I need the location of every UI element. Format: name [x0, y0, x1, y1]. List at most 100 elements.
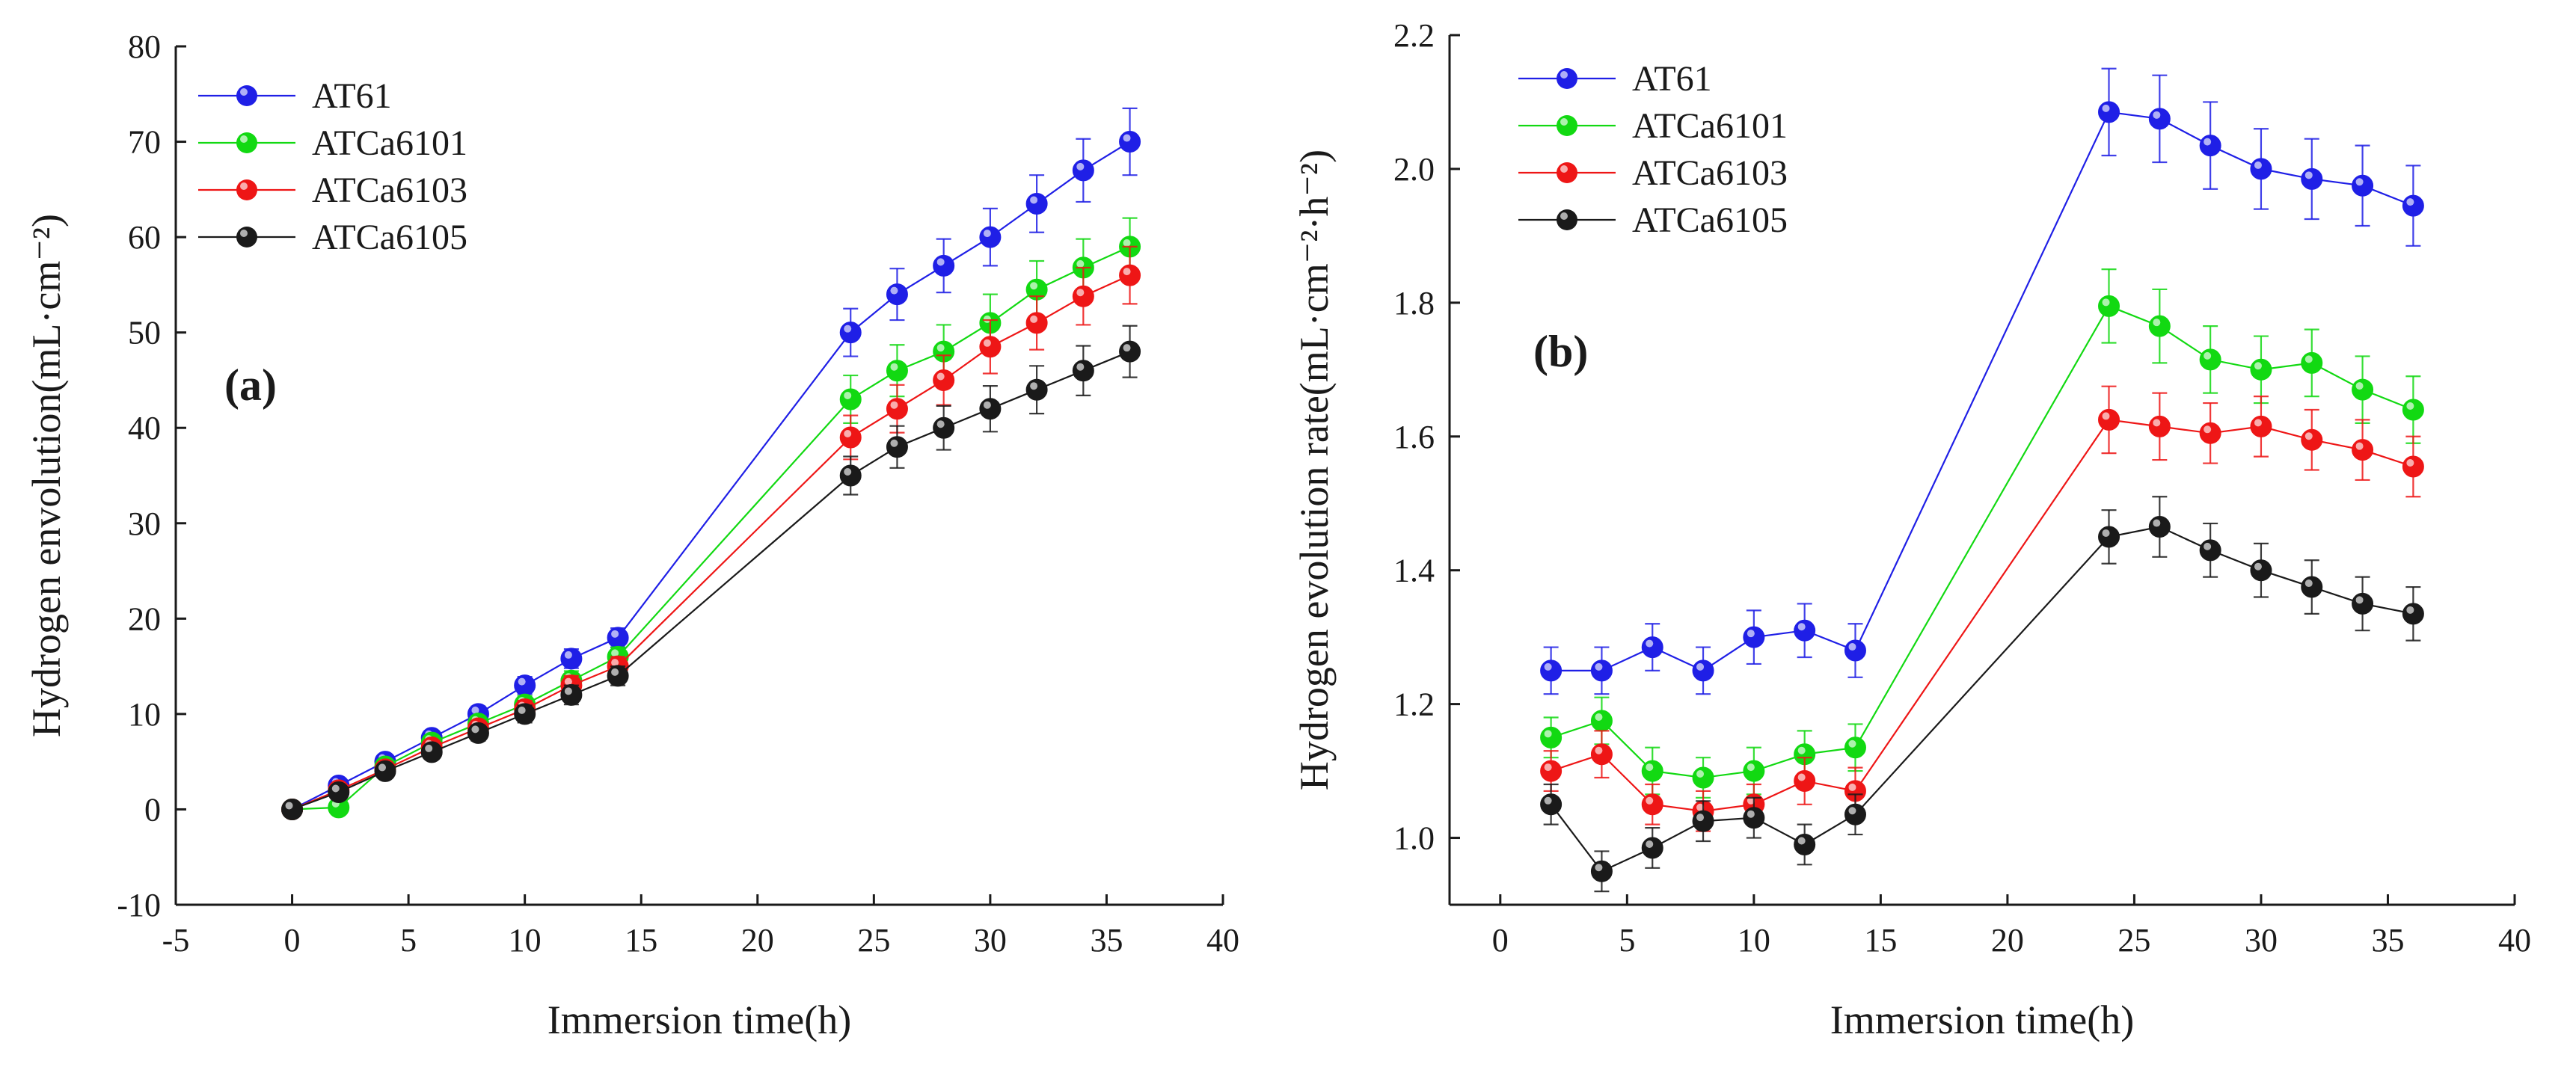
data-point-highlight — [1030, 196, 1038, 204]
data-point — [2301, 576, 2323, 598]
data-point-highlight — [1076, 363, 1085, 371]
legend-marker — [1557, 209, 1577, 230]
data-point-highlight — [1696, 814, 1705, 822]
data-point — [1025, 192, 1048, 215]
data-point-highlight — [2304, 432, 2313, 440]
data-point — [839, 388, 862, 411]
data-point-highlight — [2102, 104, 2110, 112]
data-point — [2352, 592, 2374, 615]
legend-marker — [236, 85, 257, 106]
data-point-highlight — [1848, 807, 1856, 815]
data-point — [2402, 399, 2424, 421]
y-tick-label: 1.2 — [1393, 686, 1435, 723]
data-point-highlight — [1696, 803, 1705, 811]
data-point-highlight — [1076, 162, 1085, 170]
data-point — [1692, 766, 1714, 789]
series-line-atca6105 — [1550, 526, 2414, 873]
data-point-highlight — [471, 725, 479, 734]
data-point-highlight — [331, 784, 340, 793]
data-point-highlight — [2406, 402, 2414, 410]
legend-item-at61: AT61 — [1518, 59, 1712, 99]
data-point-highlight — [936, 258, 945, 266]
data-point — [1641, 636, 1663, 659]
legend-marker-highlight — [240, 182, 248, 190]
y-tick-label: 30 — [128, 505, 161, 542]
legend-marker — [236, 227, 257, 247]
data-point — [2199, 135, 2221, 157]
data-point — [2301, 428, 2323, 451]
data-point-highlight — [1848, 783, 1856, 791]
data-point-highlight — [1544, 763, 1552, 772]
data-point-highlight — [1797, 773, 1806, 781]
data-point — [1072, 360, 1094, 382]
data-point-highlight — [1797, 746, 1806, 754]
data-point — [1692, 810, 1714, 832]
legend-item-atca6101: ATCa6101 — [198, 123, 467, 163]
data-point-highlight — [1544, 796, 1552, 805]
data-point-highlight — [1848, 740, 1856, 748]
legend-label: ATCa6101 — [1632, 106, 1788, 146]
y-tick-label: -10 — [117, 887, 161, 923]
data-point — [607, 665, 629, 687]
data-point — [1119, 131, 1141, 153]
x-tick-label: 20 — [1991, 922, 2024, 959]
data-point-highlight — [844, 391, 852, 399]
data-point — [1540, 760, 1563, 782]
data-point-highlight — [611, 668, 619, 676]
legend-marker-highlight — [240, 230, 248, 237]
data-point — [933, 254, 955, 277]
data-point-highlight — [2204, 138, 2212, 146]
y-tick-label: 1.4 — [1393, 553, 1435, 589]
data-point — [979, 398, 1002, 420]
y-tick-label: 1.8 — [1393, 285, 1435, 322]
data-point-highlight — [983, 315, 991, 323]
series-atca6101 — [1540, 268, 2424, 799]
data-point — [886, 283, 908, 306]
data-point — [2402, 194, 2424, 217]
data-point — [2098, 526, 2120, 548]
legend-marker-highlight — [1560, 212, 1568, 220]
data-point-highlight — [2355, 382, 2364, 390]
data-point — [2148, 516, 2171, 538]
panel-a: -5 0 5 10 15 20 25 30 35 40 -10 0 10 20 30 40 50 60 70 80 Im… — [24, 28, 1239, 1042]
data-point-highlight — [983, 339, 991, 347]
data-point — [1540, 726, 1563, 748]
series-line-atca6105 — [292, 351, 1131, 811]
y-tick-label: 1.0 — [1393, 820, 1435, 857]
x-tick-label: 15 — [625, 922, 657, 959]
data-point — [1119, 264, 1141, 286]
data-point-highlight — [1123, 268, 1131, 276]
data-point — [886, 436, 908, 458]
data-point-highlight — [1030, 382, 1038, 390]
data-point-highlight — [2406, 606, 2414, 614]
data-point-highlight — [2153, 419, 2161, 427]
data-point-highlight — [2355, 442, 2364, 450]
data-point — [2352, 378, 2374, 401]
data-point — [1590, 860, 1613, 882]
y-tick-label: 0 — [144, 791, 161, 828]
data-point — [2199, 348, 2221, 371]
data-point-highlight — [1747, 630, 1755, 638]
data-point-highlight — [2204, 351, 2212, 360]
series-atca6105 — [1540, 496, 2424, 893]
data-point — [1590, 659, 1613, 682]
series-line-atca6103 — [292, 274, 1131, 811]
data-point — [1025, 378, 1048, 401]
data-point — [1743, 760, 1765, 782]
data-point — [1794, 619, 1816, 642]
y-tick-label: 10 — [128, 696, 161, 733]
data-point-highlight — [1030, 282, 1038, 290]
data-point-highlight — [2304, 579, 2313, 588]
legend-label: ATCa6105 — [312, 218, 467, 257]
x-tick-label: 25 — [857, 922, 890, 959]
x-tick-label: 40 — [2498, 922, 2531, 959]
data-point — [514, 674, 536, 697]
data-point — [2148, 415, 2171, 437]
data-point-highlight — [1797, 837, 1806, 845]
data-point — [1590, 743, 1613, 766]
data-point-highlight — [1076, 259, 1085, 268]
data-point-highlight — [2355, 596, 2364, 604]
data-point-highlight — [2304, 171, 2313, 179]
x-tick-label: -5 — [162, 922, 190, 959]
x-tick-label: 5 — [400, 922, 417, 959]
